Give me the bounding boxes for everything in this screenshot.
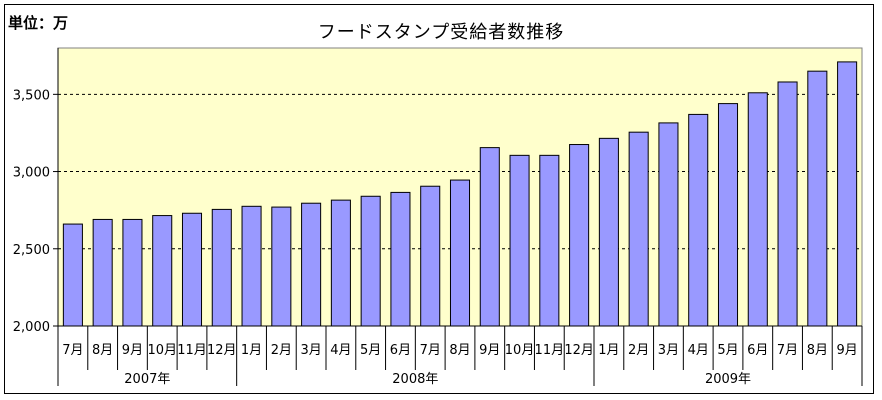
x-tick-label: 8月: [449, 343, 470, 358]
x-tick-label: 7月: [420, 343, 441, 358]
bar: [479, 147, 500, 327]
x-tick-label: 7月: [62, 343, 83, 358]
y-tick-label: 3,500: [13, 88, 50, 103]
x-tick-label: 3月: [658, 343, 679, 358]
x-tick-label: 8月: [92, 343, 113, 358]
bar: [390, 191, 411, 327]
x-tick-label: 10月: [147, 343, 177, 358]
x-tick-label: 5月: [360, 343, 381, 358]
chart-title: フードスタンプ受給者数推移: [317, 22, 565, 43]
bar: [92, 218, 113, 327]
x-tick-label: 11月: [535, 343, 565, 358]
x-tick-labels: 7月 8月 9月 10月 11月 12月 1月 2月 3月 4月 5月 6月 7月 8月 9月 10月 11月 1…: [62, 343, 858, 358]
x-tick-label: 6月: [747, 343, 768, 358]
axes: [53, 48, 863, 386]
bar: [152, 215, 173, 327]
x-tick-label: 9月: [479, 343, 500, 358]
bar: [420, 185, 441, 327]
bar: [301, 202, 322, 327]
x-tick-label: 9月: [836, 343, 857, 358]
y-tick-labels: 2,000 2,500 3,000 3,500: [13, 88, 50, 335]
bar: [211, 208, 232, 327]
x-tick-label: 8月: [807, 343, 828, 358]
bar: [837, 61, 858, 327]
y-tick-label: 3,000: [13, 166, 50, 181]
unit-label: 単位：万: [8, 14, 69, 32]
bar: [241, 205, 262, 327]
x-tick-label: 2月: [628, 343, 649, 358]
year-group-label: 2007年: [124, 372, 170, 387]
x-tick-label: 7月: [777, 343, 798, 358]
bar: [807, 70, 828, 327]
bar: [271, 206, 292, 327]
y-tick-label: 2,000: [13, 320, 50, 335]
bar: [747, 92, 768, 327]
x-tick-label: 10月: [505, 343, 535, 358]
year-group-label: 2008年: [392, 372, 438, 387]
x-tick-label: 3月: [300, 343, 321, 358]
x-tick-label: 6月: [390, 343, 411, 358]
year-group-labels: 2007年 2008年 2009年: [124, 372, 751, 387]
bar: [569, 144, 590, 327]
bar: [360, 195, 381, 327]
bar: [658, 122, 679, 327]
bar: [122, 218, 143, 327]
bar: [509, 154, 530, 327]
x-tick-label: 2月: [271, 343, 292, 358]
bar: [688, 113, 709, 327]
x-tick-label: 4月: [330, 343, 351, 358]
x-tick-label: 9月: [122, 343, 143, 358]
bar: [181, 212, 203, 327]
y-tick-label: 2,500: [13, 243, 50, 258]
bar: [539, 154, 560, 327]
year-group-label: 2009年: [705, 372, 751, 387]
bar: [330, 199, 351, 327]
bar: [598, 137, 619, 327]
bar: [717, 103, 739, 327]
x-tick-label: 11月: [177, 343, 207, 358]
x-tick-label: 1月: [598, 343, 619, 358]
x-tick-label: 1月: [241, 343, 262, 358]
x-tick-label: 12月: [207, 343, 237, 358]
x-tick-label: 5月: [717, 343, 738, 358]
bar: [449, 179, 471, 327]
x-tick-label: 4月: [688, 343, 709, 358]
bar: [777, 81, 798, 327]
bar: [628, 131, 649, 327]
bar: [62, 223, 83, 327]
x-tick-label: 12月: [564, 343, 594, 358]
